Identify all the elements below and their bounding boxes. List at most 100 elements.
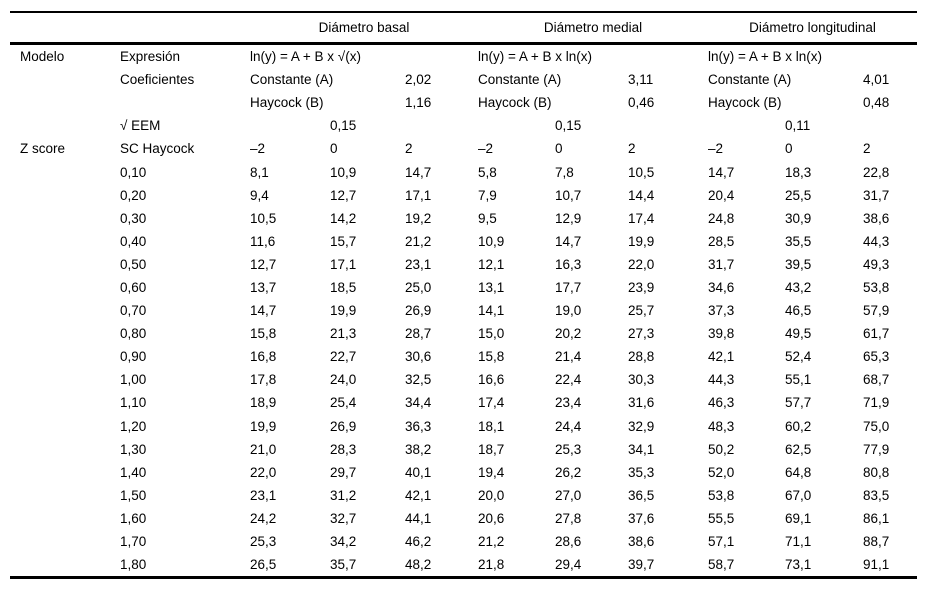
medial-0-cell: 29,4 <box>555 557 582 573</box>
medial-2-cell: 17,4 <box>628 210 655 226</box>
longitudinal-2-cell: 53,8 <box>863 279 890 295</box>
group-header-longitudinal: Diámetro longitudinal <box>749 20 876 35</box>
eem-value-longitudinal: 0,11 <box>785 118 811 134</box>
empty-cell <box>10 507 120 530</box>
table-row: 0,60 13,7 18,5 25,0 13,1 17,7 23,9 34,6 … <box>10 276 917 299</box>
medial-2-cell: 25,7 <box>628 303 655 319</box>
medial-0-cell: 27,0 <box>555 487 582 503</box>
longitudinal-2-cell: 65,3 <box>863 349 890 365</box>
table-row: 1,20 19,9 26,9 36,3 18,1 24,4 32,9 48,3 … <box>10 415 917 438</box>
sc-col-longitudinal-0: 0 <box>785 141 793 157</box>
empty-cell <box>10 391 120 414</box>
z-value-cell: 1,70 <box>120 534 147 550</box>
longitudinal-0-cell: 71,1 <box>785 534 812 550</box>
medial-0-cell: 16,3 <box>555 256 582 272</box>
longitudinal-2-cell: 71,9 <box>863 395 890 411</box>
constante-label-basal: Constante (A) <box>250 72 334 88</box>
medial-0-cell: 27,8 <box>555 510 582 526</box>
longitudinal-2-cell: 83,5 <box>863 487 890 503</box>
medial-minus2-cell: 17,4 <box>478 395 505 411</box>
longitudinal-minus2-cell: 46,3 <box>708 395 735 411</box>
empty-cell <box>708 114 785 137</box>
longitudinal-2-cell: 91,1 <box>863 557 890 573</box>
longitudinal-0-cell: 52,4 <box>785 349 812 365</box>
group-header-basal: Diámetro basal <box>318 20 410 35</box>
table-row: 1,50 23,1 31,2 42,1 20,0 27,0 36,5 53,8 … <box>10 484 917 507</box>
z-value-cell: 0,40 <box>120 233 147 249</box>
group-header-medial: Diámetro medial <box>543 20 643 35</box>
haycock-label-basal: Haycock (B) <box>250 95 324 111</box>
empty-cell <box>10 461 120 484</box>
longitudinal-2-cell: 57,9 <box>863 303 890 319</box>
medial-2-cell: 39,7 <box>628 557 655 573</box>
sc-col-longitudinal-2: 2 <box>863 141 871 157</box>
medial-0-cell: 12,9 <box>555 210 582 226</box>
sc-col-medial-0: 0 <box>555 141 563 157</box>
table-row: 0,50 12,7 17,1 23,1 12,1 16,3 22,0 31,7 … <box>10 253 917 276</box>
longitudinal-0-cell: 55,1 <box>785 372 812 388</box>
medial-minus2-cell: 21,2 <box>478 534 505 550</box>
eem-value-basal: 0,15 <box>330 118 357 134</box>
sc-col-medial-2: 2 <box>628 141 636 157</box>
basal-2-cell: 38,2 <box>405 441 432 457</box>
longitudinal-minus2-cell: 52,0 <box>708 464 735 480</box>
medial-2-cell: 31,6 <box>628 395 655 411</box>
longitudinal-minus2-cell: 42,1 <box>708 349 735 365</box>
haycock-value-medial: 0,46 <box>628 95 655 111</box>
empty-cell <box>10 553 120 578</box>
diameter-z-score-table: Diámetro basal Diámetro medial Diámetro … <box>10 11 918 580</box>
medial-0-cell: 17,7 <box>555 279 582 295</box>
medial-0-cell: 19,0 <box>555 303 582 319</box>
constante-row: Coeficientes Constante (A) 2,02 Constant… <box>10 68 917 91</box>
medial-0-cell: 22,4 <box>555 372 582 388</box>
basal-0-cell: 14,2 <box>330 210 357 226</box>
medial-minus2-cell: 18,1 <box>478 418 505 434</box>
basal-minus2-cell: 14,7 <box>250 303 277 319</box>
medial-2-cell: 32,9 <box>628 418 655 434</box>
basal-2-cell: 42,1 <box>405 487 432 503</box>
medial-0-cell: 7,8 <box>555 164 574 180</box>
eem-row: √ EEM 0,15 0,15 0,11 <box>10 114 917 137</box>
empty-cell <box>10 91 120 114</box>
row-label-coeficientes: Coeficientes <box>120 72 195 88</box>
longitudinal-minus2-cell: 34,6 <box>708 279 735 295</box>
basal-0-cell: 32,7 <box>330 510 357 526</box>
longitudinal-minus2-cell: 55,5 <box>708 510 735 526</box>
row-label-eem: √ EEM <box>120 118 161 134</box>
longitudinal-2-cell: 88,7 <box>863 534 890 550</box>
basal-2-cell: 28,7 <box>405 326 432 342</box>
medial-minus2-cell: 15,8 <box>478 349 505 365</box>
basal-0-cell: 19,9 <box>330 303 357 319</box>
longitudinal-0-cell: 60,2 <box>785 418 812 434</box>
table-row: 0,80 15,8 21,3 28,7 15,0 20,2 27,3 39,8 … <box>10 322 917 345</box>
basal-0-cell: 22,7 <box>330 349 357 365</box>
sc-col-basal-minus2: –2 <box>250 141 266 157</box>
basal-minus2-cell: 21,0 <box>250 441 277 457</box>
z-value-cell: 1,50 <box>120 487 147 503</box>
basal-minus2-cell: 22,0 <box>250 464 277 480</box>
z-value-cell: 0,50 <box>120 256 147 272</box>
table-row: 1,00 17,8 24,0 32,5 16,6 22,4 30,3 44,3 … <box>10 368 917 391</box>
sc-col-basal-2: 2 <box>405 141 413 157</box>
longitudinal-0-cell: 35,5 <box>785 233 812 249</box>
longitudinal-0-cell: 39,5 <box>785 256 812 272</box>
longitudinal-0-cell: 73,1 <box>785 557 812 573</box>
z-value-cell: 1,30 <box>120 441 147 457</box>
basal-minus2-cell: 16,8 <box>250 349 277 365</box>
empty-cell <box>628 114 708 137</box>
z-value-cell: 0,20 <box>120 187 147 203</box>
medial-minus2-cell: 21,8 <box>478 557 505 573</box>
longitudinal-0-cell: 18,3 <box>785 164 812 180</box>
haycock-row: Haycock (B) 1,16 Haycock (B) 0,46 Haycoc… <box>10 91 917 114</box>
constante-label-longitudinal: Constante (A) <box>708 72 792 88</box>
z-value-cell: 0,90 <box>120 349 147 365</box>
longitudinal-minus2-cell: 58,7 <box>708 557 735 573</box>
basal-minus2-cell: 25,3 <box>250 534 277 550</box>
expression-medial: ln(y) = A + B x ln(x) <box>478 49 593 65</box>
sc-col-basal-0: 0 <box>330 141 338 157</box>
haycock-label-medial: Haycock (B) <box>478 95 552 111</box>
empty-cell <box>10 114 120 137</box>
basal-minus2-cell: 19,9 <box>250 418 277 434</box>
table-row: 0,40 11,6 15,7 21,2 10,9 14,7 19,9 28,5 … <box>10 230 917 253</box>
longitudinal-2-cell: 61,7 <box>863 326 890 342</box>
